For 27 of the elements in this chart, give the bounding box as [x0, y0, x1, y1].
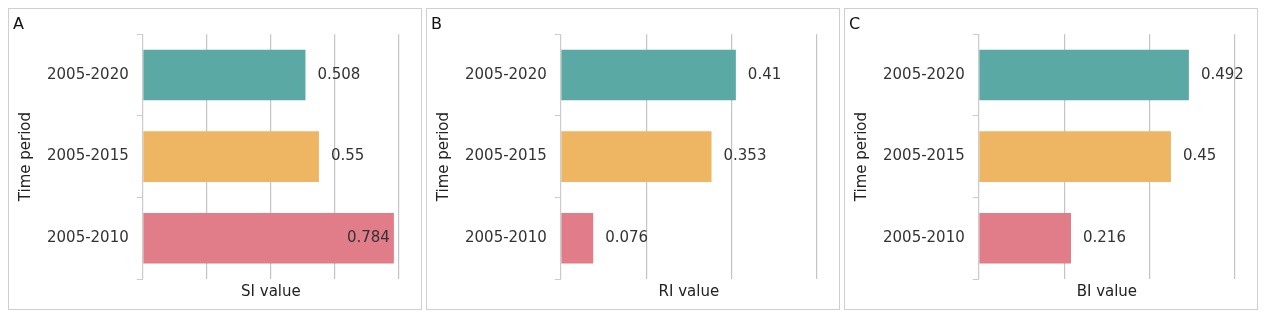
- data-label: 0.492: [1200, 64, 1244, 83]
- y-tick-label: 2005-2020: [46, 64, 129, 83]
- y-tick-label: 2005-2020: [882, 64, 965, 83]
- data-label: 0.784: [346, 228, 390, 247]
- y-axis-title: Time period: [433, 111, 452, 203]
- data-label: 0.216: [1083, 228, 1126, 247]
- data-label: 0.55: [330, 146, 365, 165]
- data-label: 0.41: [747, 64, 782, 83]
- y-tick-label: 2005-2015: [464, 146, 547, 165]
- y-axis-title: Time period: [15, 111, 34, 203]
- y-tick-label: 2005-2010: [46, 228, 129, 247]
- x-axis-title: SI value: [241, 281, 301, 300]
- data-label: 0.353: [723, 146, 767, 165]
- y-axis-title: Time period: [851, 111, 870, 203]
- data-label: 0.508: [317, 64, 361, 83]
- y-tick-label: 2005-2020: [464, 64, 547, 83]
- chart-title: A: [13, 13, 24, 33]
- data-label: 0.076: [605, 228, 649, 247]
- y-tick-label: 2005-2015: [882, 146, 965, 165]
- y-tick-label: 2005-2010: [464, 228, 547, 247]
- chart-title: C: [849, 13, 861, 33]
- x-axis-title: BI value: [1076, 281, 1138, 300]
- x-axis-title: RI value: [658, 281, 720, 300]
- y-tick-label: 2005-2015: [46, 146, 129, 165]
- chart-title: B: [431, 13, 442, 33]
- data-label: 0.45: [1182, 146, 1217, 165]
- y-tick-label: 2005-2010: [882, 228, 965, 247]
